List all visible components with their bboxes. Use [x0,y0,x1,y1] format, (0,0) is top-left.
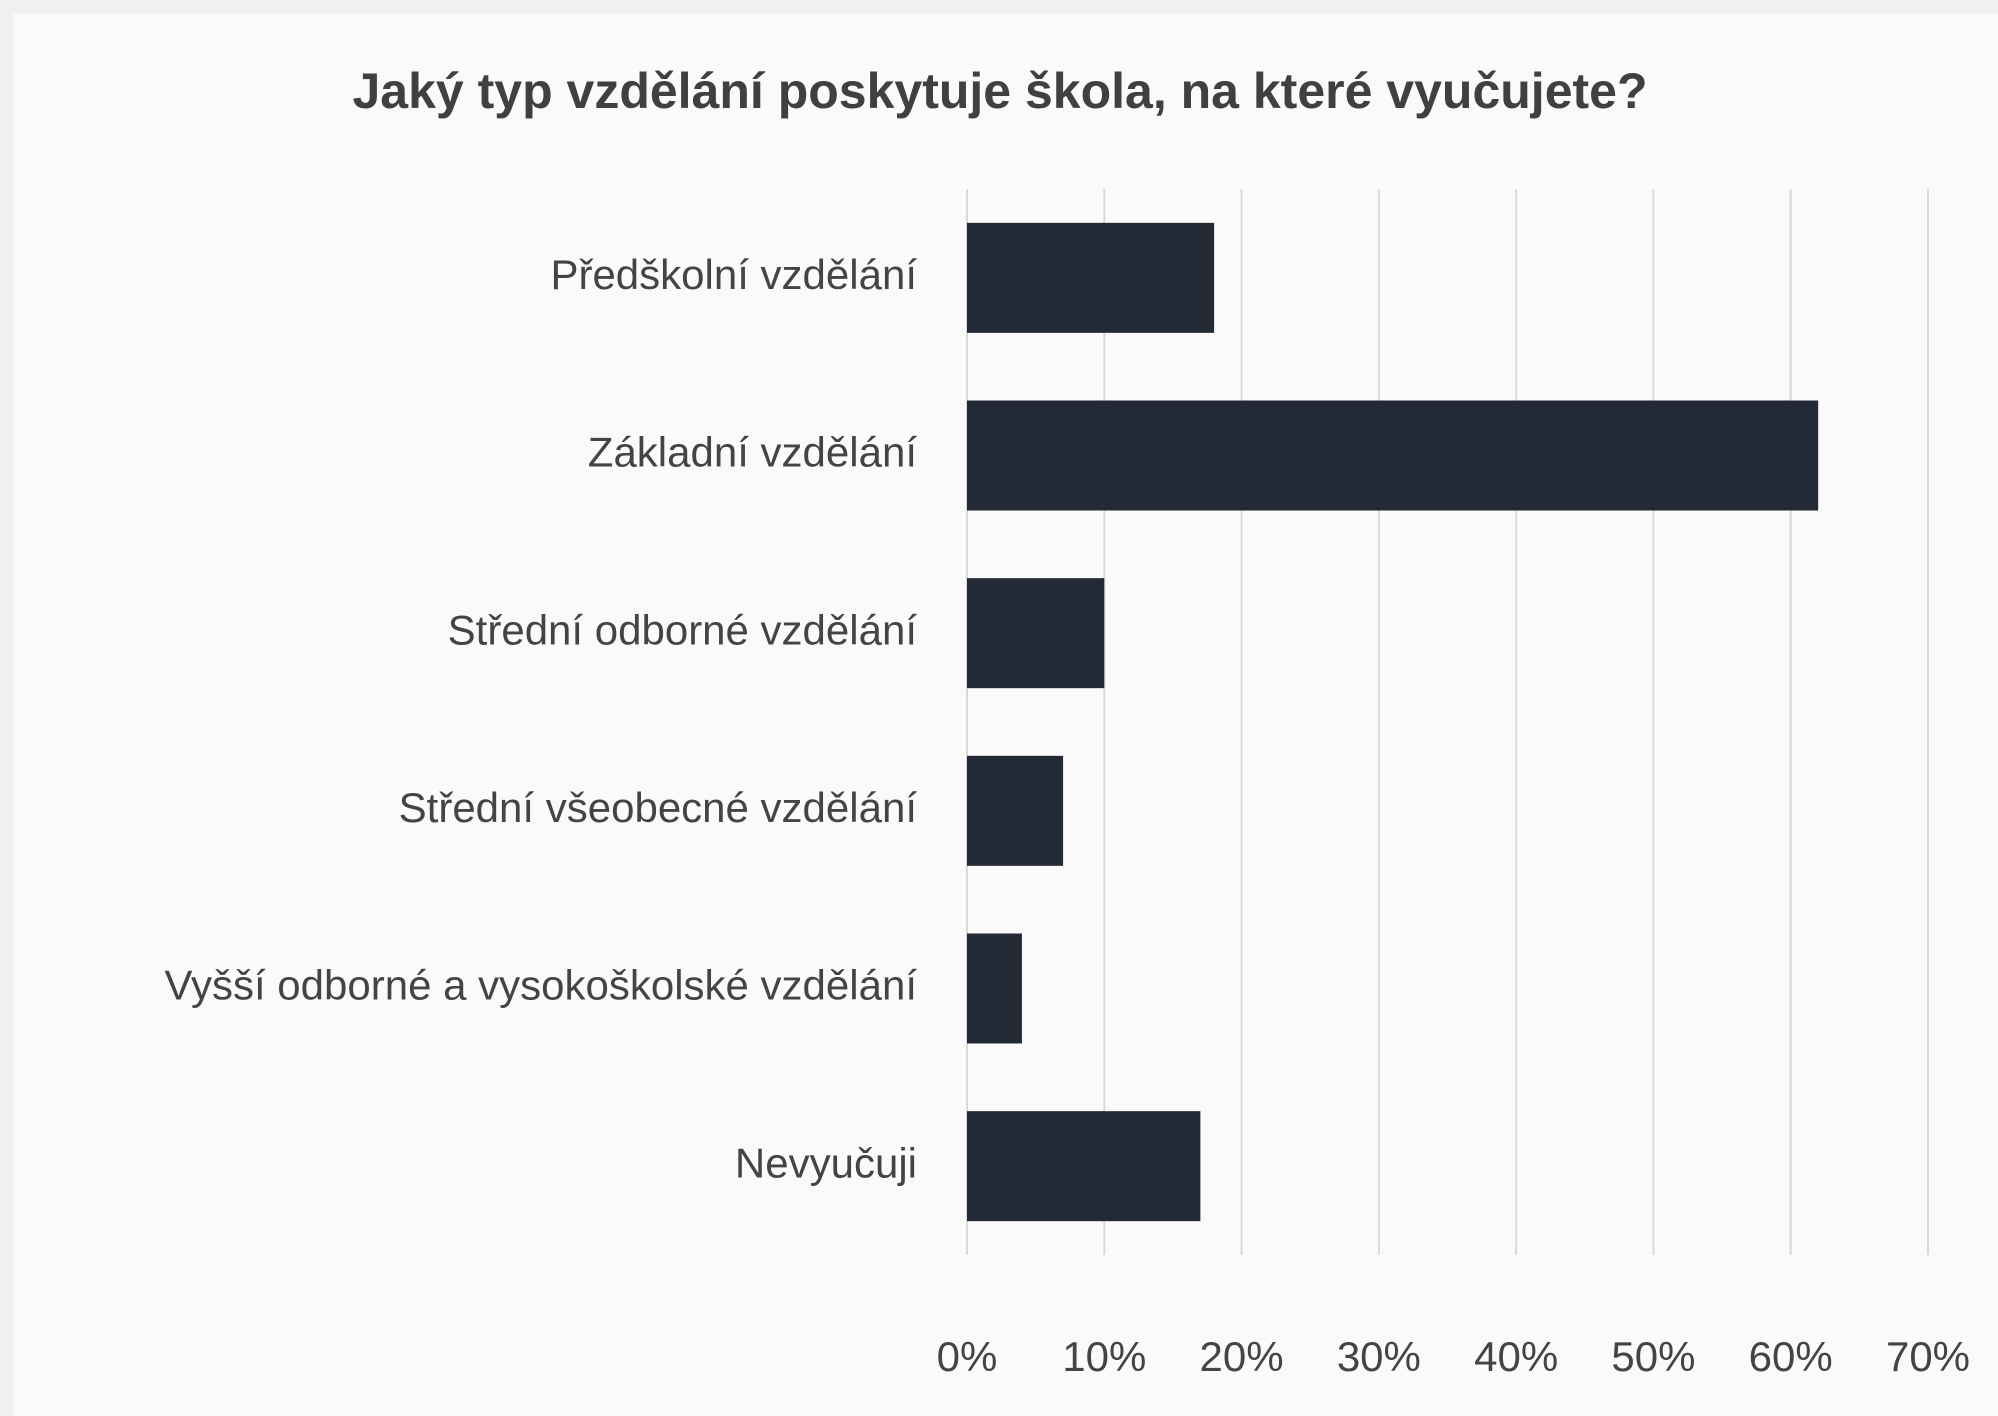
y-tick-label: Střední všeobecné vzdělání [399,784,918,831]
x-tick-label: 40% [1474,1333,1558,1380]
x-tick-label: 70% [1886,1333,1970,1380]
y-tick-label: Střední odborné vzdělání [448,606,918,653]
y-tick-label: Základní vzdělání [588,429,918,476]
bar [967,933,1022,1044]
x-tick-label: 10% [1062,1333,1146,1380]
bar [967,578,1105,689]
y-tick-label: Vyšší odborné a vysokoškolské vzdělání [165,962,918,1009]
chart-title: Jaký typ vzdělání poskytuje škola, na kt… [353,63,1648,119]
x-tick-label: 60% [1749,1333,1833,1380]
bar [967,400,1819,511]
bar [967,1111,1201,1222]
x-tick-label: 50% [1611,1333,1695,1380]
bar [967,222,1215,333]
y-tick-label: Předškolní vzdělání [550,251,917,298]
bar [967,755,1064,866]
x-tick-label: 0% [937,1333,998,1380]
y-tick-label: Nevyučuji [735,1139,917,1186]
x-tick-label: 30% [1337,1333,1421,1380]
x-tick-label: 20% [1200,1333,1284,1380]
